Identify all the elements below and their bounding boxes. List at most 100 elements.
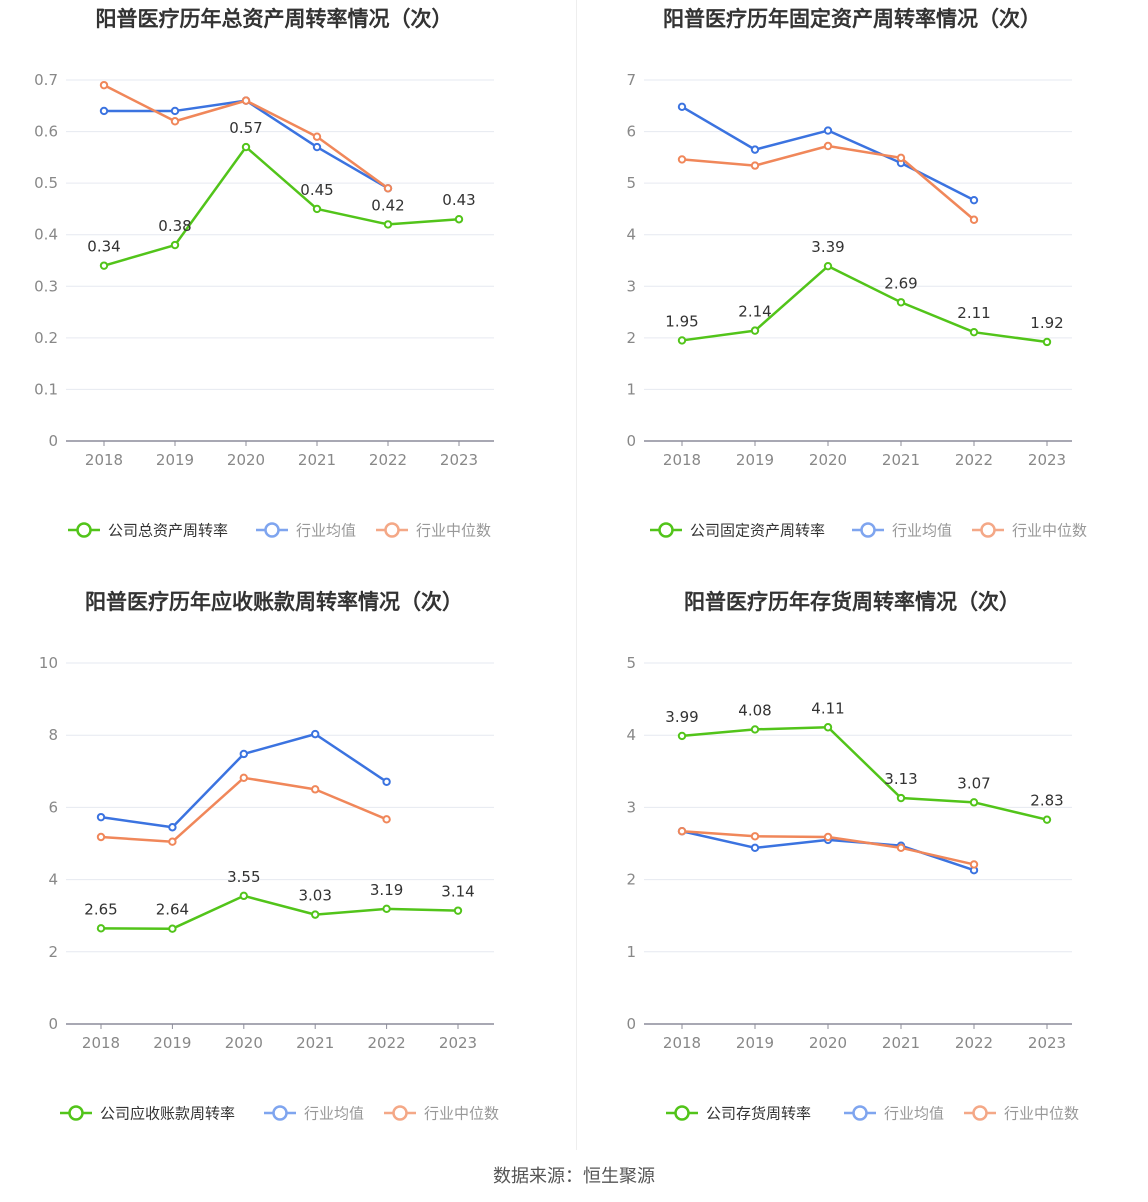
data-label: 0.42: [371, 196, 404, 214]
data-point-company: [170, 240, 180, 250]
x-tick-label: 2019: [153, 1034, 191, 1052]
data-point-company: [312, 204, 322, 214]
x-tick-label: 2022: [955, 451, 993, 469]
x-tick-label: 2020: [809, 451, 847, 469]
data-point-median: [382, 815, 391, 824]
x-tick-label: 2021: [298, 451, 336, 469]
y-tick-label: 5: [626, 174, 636, 192]
data-point-median: [311, 785, 320, 794]
legend-marker-avg: [264, 522, 280, 538]
y-tick-label: 0.3: [34, 277, 58, 295]
x-tick-label: 2018: [85, 451, 123, 469]
legend-marker-avg: [860, 522, 876, 538]
data-point-company: [969, 798, 979, 807]
data-point-avg: [311, 729, 320, 739]
chart-title: 阳普医疗历年应收账款周转率情况（次）: [85, 590, 463, 614]
legend-marker-median: [392, 1105, 408, 1121]
x-tick-label: 2019: [736, 451, 774, 469]
x-tick-label: 2023: [1028, 451, 1066, 469]
data-point-company: [1042, 815, 1052, 824]
legend-marker-avg: [852, 1105, 868, 1121]
data-point-avg: [382, 777, 391, 786]
data-label: 0.45: [300, 181, 333, 199]
data-point-median: [241, 96, 251, 105]
y-tick-label: 2: [626, 329, 636, 347]
chart-svg: 阳普医疗历年应收账款周转率情况（次） 0 2 4 6 8 10 2018 2019 2020 202…: [39, 590, 499, 1123]
chart-svg: 阳普医疗历年总资产周转率情况（次） 0 0.1 0.2 0.3 0.4 0.5 0.6 0.7 2…: [34, 7, 494, 540]
legend-label-company: 公司应收账款周转率: [100, 1105, 235, 1123]
data-point-median: [168, 837, 177, 846]
y-tick-label: 6: [48, 798, 58, 816]
data-point-company: [750, 326, 760, 335]
data-point-company: [677, 731, 687, 741]
data-point-company: [750, 725, 760, 734]
data-point-company: [383, 220, 393, 229]
data-point-company: [96, 924, 106, 933]
x-tick-label: 2020: [225, 1034, 263, 1052]
y-tick-label: 0.6: [34, 123, 58, 141]
y-tick-label: 0.4: [34, 226, 58, 244]
data-point-median: [383, 184, 393, 193]
data-point-company: [241, 142, 251, 152]
data-label: 3.39: [811, 238, 844, 256]
x-tick-label: 2021: [296, 1034, 334, 1052]
data-point-median: [170, 117, 180, 126]
data-label: 3.03: [298, 887, 331, 905]
y-tick-label: 0.1: [34, 380, 58, 398]
y-tick-label: 7: [626, 71, 636, 89]
legend-label-median: 行业中位数: [416, 522, 491, 540]
chart-inventory-turnover: 阳普医疗历年存货周转率情况（次） 0 1 2 3 4 5 2018 2019 2020 2021 20…: [578, 583, 1148, 1163]
data-point-median: [677, 827, 687, 836]
data-label: 0.38: [158, 217, 191, 235]
data-label: 4.08: [738, 701, 771, 719]
legend-label-company: 公司总资产周转率: [108, 522, 228, 540]
legend-label-company: 公司存货周转率: [706, 1105, 811, 1123]
data-label: 3.14: [441, 883, 474, 901]
data-point-avg: [170, 106, 180, 116]
data-label: 3.19: [370, 881, 403, 899]
data-point-company: [239, 891, 249, 901]
data-label: 2.11: [957, 304, 990, 322]
data-point-median: [239, 773, 249, 782]
panel-divider: [576, 0, 577, 1150]
series-line-company: [100, 894, 459, 930]
data-point-median: [99, 80, 109, 90]
legend-label-median: 行业中位数: [1004, 1105, 1079, 1123]
series-line-company: [681, 726, 1048, 821]
y-tick-label: 0: [48, 1015, 58, 1033]
legend-marker-median: [980, 522, 996, 538]
data-point-company: [168, 924, 177, 933]
x-tick-label: 2018: [663, 451, 701, 469]
data-point-median: [750, 161, 760, 170]
data-label: 2.14: [738, 303, 771, 321]
x-tick-label: 2023: [1028, 1034, 1066, 1052]
data-label: 3.99: [665, 708, 698, 726]
legend-marker-company: [68, 1105, 84, 1121]
chart-title: 阳普医疗历年存货周转率情况（次）: [684, 590, 1020, 614]
legend-marker-company: [658, 522, 674, 538]
y-tick-label: 4: [626, 726, 636, 744]
data-point-company: [382, 904, 391, 914]
data-point-company: [823, 723, 833, 732]
legend-label-median: 行业中位数: [424, 1105, 499, 1123]
data-point-company: [1042, 337, 1052, 347]
data-point-company: [677, 336, 687, 345]
data-label: 3.13: [884, 770, 917, 788]
data-point-median: [96, 832, 106, 842]
legend-marker-company: [76, 522, 92, 538]
x-tick-label: 2018: [663, 1034, 701, 1052]
data-point-avg: [750, 843, 760, 853]
x-tick-label: 2019: [736, 1034, 774, 1052]
source-note: 数据来源：恒生聚源: [493, 1166, 655, 1187]
data-point-avg: [677, 102, 687, 112]
data-label: 1.95: [665, 312, 698, 330]
data-point-company: [896, 298, 906, 307]
data-label: 2.64: [156, 901, 189, 919]
chart-svg: 阳普医疗历年存货周转率情况（次） 0 1 2 3 4 5 2018 2019 2020 2021 20…: [626, 590, 1079, 1123]
x-tick-label: 2021: [882, 1034, 920, 1052]
data-point-avg: [168, 823, 177, 832]
data-point-median: [896, 843, 906, 853]
y-tick-label: 0.7: [34, 71, 58, 89]
y-tick-label: 1: [626, 380, 636, 398]
data-point-median: [969, 860, 979, 869]
